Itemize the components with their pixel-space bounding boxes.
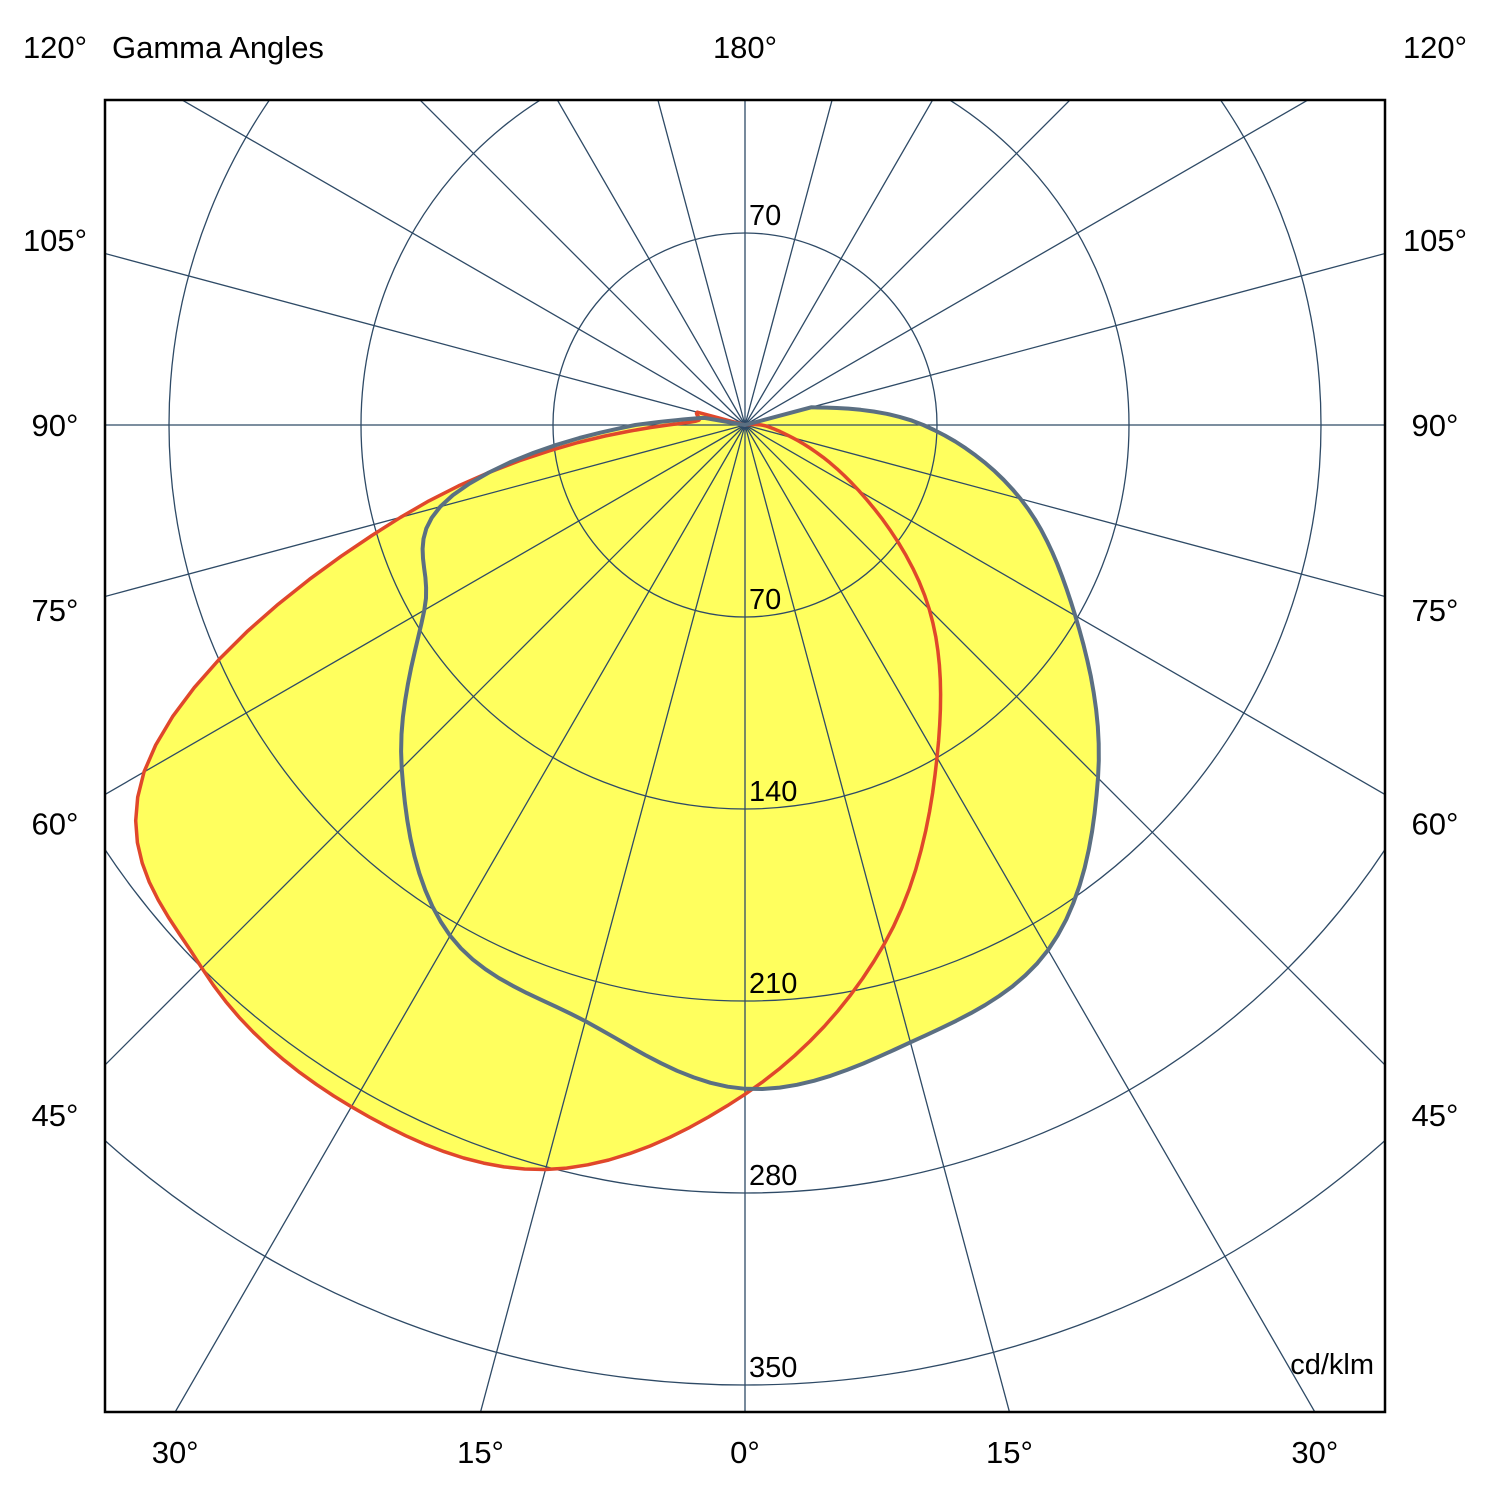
bottom-angle-label: 30°	[1291, 1435, 1338, 1470]
grid-ray	[744, 424, 1316, 1412]
curves	[133, 405, 1101, 1172]
gamma-angle-label-right: 90°	[1412, 408, 1459, 443]
gamma-angle-label-left: 75°	[32, 593, 79, 628]
radial-tick-label-upper: 70	[749, 200, 781, 232]
bottom-angle-label: 15°	[457, 1435, 504, 1470]
grid-ray	[744, 100, 934, 426]
curve-fills	[135, 407, 1099, 1170]
gamma-angle-label-left: 90°	[32, 408, 79, 443]
curve-C90-C270	[399, 405, 1101, 1091]
gamma-angle-label-right: 75°	[1412, 593, 1459, 628]
grid-ray	[180, 100, 746, 426]
grid-ray	[556, 100, 746, 426]
grid-ray	[105, 424, 746, 796]
grid-ray	[744, 252, 1385, 426]
bottom-angle-label: 15°	[986, 1435, 1033, 1470]
unit-label: cd/klm	[1290, 1349, 1374, 1381]
axis-labels: 120° 120° 105° 105° 90° 90° 75° 75° 60° 60° 45° 45°…	[23, 30, 1467, 1470]
gamma-angle-label-left: 105°	[23, 223, 87, 258]
grid-ray	[744, 100, 1071, 426]
grid-ray	[744, 424, 1385, 1066]
gamma-angle-label-right: 60°	[1412, 806, 1459, 841]
grid-ray	[744, 100, 833, 426]
grid-ray	[419, 100, 746, 426]
grid-ray	[479, 424, 746, 1412]
bottom-angle-label: 30°	[152, 1435, 199, 1470]
gamma-angle-label-left: 120°	[23, 30, 87, 65]
curve-C0-C180	[133, 410, 943, 1172]
radial-tick-label: 350	[749, 1352, 797, 1384]
grid-ray	[174, 424, 746, 1412]
chart-title: Gamma Angles	[112, 30, 324, 65]
grid-ray	[105, 252, 746, 426]
plot-border	[103, 98, 1387, 1414]
bottom-angle-label: 0°	[730, 1435, 760, 1470]
gamma-angle-label-right: 45°	[1412, 1098, 1459, 1133]
gamma-angle-label-right: 120°	[1403, 30, 1467, 65]
grid-ray	[744, 424, 1385, 796]
grid-ray	[744, 424, 1011, 1412]
top-angle-label: 180°	[713, 30, 777, 65]
radial-tick-label: 70	[749, 584, 781, 616]
fill-C90-C270	[401, 407, 1099, 1089]
grid-ray	[657, 100, 746, 426]
radial-tick-label: 140	[749, 776, 797, 808]
gamma-angle-label-right: 105°	[1403, 223, 1467, 258]
radial-tick-label: 210	[749, 968, 797, 1000]
grid-ray	[744, 100, 1310, 426]
grid-ray	[105, 424, 746, 598]
grid-ray	[105, 424, 746, 1066]
gamma-angle-label-left: 45°	[32, 1098, 79, 1133]
gamma-angle-label-left: 60°	[32, 806, 79, 841]
radial-tick-label: 280	[749, 1160, 797, 1192]
